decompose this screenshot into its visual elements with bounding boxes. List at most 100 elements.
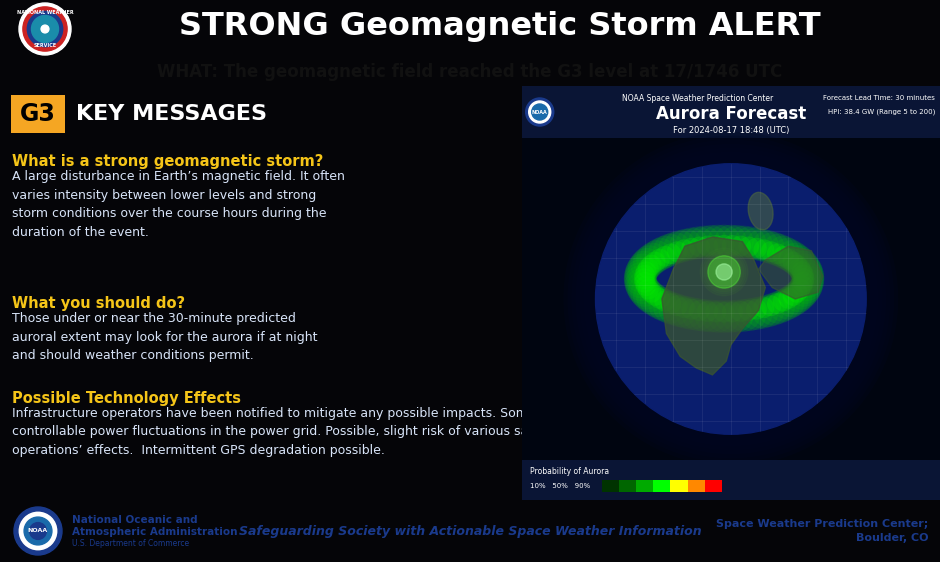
FancyBboxPatch shape	[11, 95, 65, 133]
Text: 10%   50%   90%: 10% 50% 90%	[530, 483, 590, 489]
Circle shape	[641, 255, 662, 275]
Circle shape	[791, 275, 812, 296]
Circle shape	[682, 226, 714, 259]
Circle shape	[664, 230, 697, 263]
Circle shape	[711, 258, 738, 286]
Circle shape	[772, 238, 805, 270]
Circle shape	[568, 136, 894, 462]
Circle shape	[638, 258, 659, 279]
Circle shape	[757, 293, 790, 325]
Circle shape	[695, 300, 728, 332]
Circle shape	[785, 277, 818, 310]
FancyBboxPatch shape	[687, 480, 705, 492]
Ellipse shape	[748, 192, 773, 230]
Circle shape	[733, 298, 766, 331]
Circle shape	[791, 262, 824, 295]
Circle shape	[785, 248, 818, 280]
Circle shape	[645, 252, 666, 273]
Circle shape	[790, 271, 822, 304]
Circle shape	[660, 243, 682, 264]
Circle shape	[695, 225, 728, 258]
Text: NOAA: NOAA	[532, 110, 548, 115]
Circle shape	[630, 277, 663, 310]
Circle shape	[776, 240, 808, 273]
Circle shape	[634, 268, 655, 289]
Circle shape	[596, 164, 866, 434]
Circle shape	[708, 300, 741, 333]
Text: Forecast Lead Time: 30 minutes: Forecast Lead Time: 30 minutes	[823, 95, 935, 101]
Circle shape	[714, 225, 747, 257]
Circle shape	[633, 245, 666, 278]
Circle shape	[625, 256, 658, 289]
Circle shape	[31, 16, 58, 43]
Circle shape	[584, 152, 878, 446]
Circle shape	[740, 297, 773, 330]
Circle shape	[638, 279, 659, 300]
Circle shape	[24, 517, 52, 545]
Circle shape	[660, 293, 682, 314]
Circle shape	[653, 234, 686, 266]
Circle shape	[27, 11, 63, 47]
FancyBboxPatch shape	[636, 480, 653, 492]
Circle shape	[19, 3, 71, 55]
Circle shape	[788, 251, 821, 283]
Circle shape	[640, 240, 673, 273]
Circle shape	[649, 235, 681, 269]
Circle shape	[762, 234, 795, 266]
Text: G3: G3	[20, 102, 56, 126]
Circle shape	[700, 248, 748, 296]
Circle shape	[682, 238, 702, 259]
Circle shape	[705, 235, 727, 256]
Text: STRONG Geomagnetic Storm ALERT: STRONG Geomagnetic Storm ALERT	[180, 11, 821, 43]
Text: What is a strong geomagnetic storm?: What is a strong geomagnetic storm?	[12, 154, 323, 169]
Circle shape	[783, 252, 804, 273]
Circle shape	[649, 289, 681, 322]
Circle shape	[790, 279, 810, 300]
Circle shape	[666, 241, 688, 262]
Circle shape	[722, 235, 743, 256]
Circle shape	[645, 285, 666, 306]
Circle shape	[773, 246, 793, 267]
Circle shape	[746, 299, 767, 320]
FancyBboxPatch shape	[653, 480, 670, 492]
Circle shape	[787, 255, 807, 275]
Circle shape	[791, 256, 823, 289]
Circle shape	[688, 226, 721, 259]
Circle shape	[721, 300, 754, 332]
Circle shape	[674, 239, 695, 260]
Circle shape	[788, 274, 821, 307]
Circle shape	[702, 250, 746, 294]
Circle shape	[669, 229, 702, 261]
Polygon shape	[662, 237, 765, 375]
Circle shape	[682, 299, 702, 320]
Circle shape	[650, 248, 670, 269]
Circle shape	[740, 228, 773, 260]
Circle shape	[793, 272, 814, 293]
Circle shape	[752, 230, 784, 263]
Circle shape	[676, 297, 709, 330]
Circle shape	[628, 251, 661, 283]
Circle shape	[778, 288, 799, 309]
Circle shape	[767, 235, 800, 269]
Circle shape	[790, 253, 822, 286]
Circle shape	[697, 301, 718, 322]
Circle shape	[532, 104, 548, 120]
Text: Space Weather Prediction Center;: Space Weather Prediction Center;	[715, 519, 928, 529]
Circle shape	[528, 101, 551, 123]
Circle shape	[658, 232, 691, 265]
Circle shape	[791, 265, 824, 298]
Text: SERVICE: SERVICE	[34, 43, 56, 48]
Circle shape	[636, 243, 669, 275]
Circle shape	[708, 225, 741, 257]
Circle shape	[701, 225, 734, 257]
Circle shape	[713, 302, 734, 323]
Circle shape	[762, 291, 795, 324]
Circle shape	[778, 248, 799, 269]
Circle shape	[14, 507, 62, 555]
Circle shape	[634, 272, 655, 293]
Circle shape	[706, 254, 742, 290]
Circle shape	[745, 296, 778, 329]
Text: For 2024-08-17 18:48 (UTC): For 2024-08-17 18:48 (UTC)	[673, 125, 789, 134]
Circle shape	[779, 282, 812, 315]
Circle shape	[626, 253, 659, 286]
